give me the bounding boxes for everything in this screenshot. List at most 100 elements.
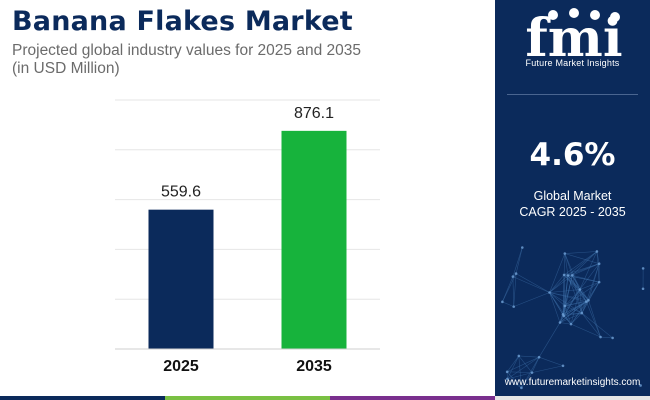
network-node — [521, 246, 524, 249]
category-label-2035: 2035 — [296, 358, 332, 375]
network-link — [563, 274, 589, 301]
network-link — [564, 251, 597, 254]
network-node — [514, 272, 518, 275]
network-node — [599, 335, 602, 339]
network-link — [562, 305, 566, 315]
bottom-bar-segment — [330, 396, 495, 400]
network-link — [579, 251, 598, 290]
network-link — [588, 300, 601, 338]
network-link — [518, 355, 533, 373]
network-link — [564, 281, 600, 307]
network-link — [559, 300, 589, 323]
network-link — [564, 253, 600, 264]
network-node — [597, 280, 601, 284]
network-link — [581, 312, 613, 339]
network-link — [549, 289, 580, 293]
network-link — [507, 378, 522, 389]
network-link — [572, 251, 598, 276]
network-link — [515, 247, 523, 274]
network-link — [515, 273, 550, 293]
network-link — [521, 372, 533, 389]
logo-dot-2 — [569, 8, 579, 18]
website-link[interactable]: www.futuremarketinsights.com — [504, 377, 641, 388]
network-link — [502, 301, 514, 307]
bar-2025 — [148, 209, 214, 349]
network-link — [549, 292, 566, 307]
network-link — [564, 299, 589, 307]
network-node — [506, 377, 509, 381]
network-link — [521, 357, 540, 388]
network-link — [562, 312, 582, 315]
bottom-bar-segment — [0, 396, 165, 400]
network-node — [561, 313, 565, 316]
network-link — [538, 356, 564, 367]
bars — [148, 130, 347, 349]
network-link — [502, 273, 517, 302]
network-link — [518, 355, 540, 358]
sidebar-divider — [507, 94, 638, 95]
network-link — [564, 253, 569, 276]
network-link — [507, 356, 540, 380]
network-node — [505, 370, 509, 374]
network-node — [501, 300, 504, 304]
value-label-2025: 559.6 — [161, 184, 201, 201]
network-link — [588, 281, 600, 301]
network-link — [586, 301, 601, 338]
cagr-label-line-2: CAGR 2025 - 2035 — [519, 205, 626, 219]
bar-chart: 559.6 876.1 2025 2035 — [115, 99, 380, 375]
network-node — [597, 262, 601, 265]
network-node — [570, 273, 574, 277]
network-link — [564, 275, 569, 306]
network-link — [564, 289, 581, 307]
network-link — [563, 253, 566, 275]
fmi-logo: fmi — [525, 8, 623, 69]
network-link — [564, 253, 581, 290]
chart-title: Banana Flakes Market — [12, 6, 353, 37]
network-link — [579, 263, 600, 290]
network-node — [639, 384, 642, 387]
network-link — [567, 251, 598, 276]
sidebar-panel: fmi Future Market Insights 4.6% Global M… — [495, 0, 650, 400]
cagr-label: Global Market CAGR 2025 - 2035 — [495, 188, 650, 220]
brand-name: Future Market Insights — [525, 58, 620, 68]
network-node — [558, 321, 562, 324]
bottom-bar-segment — [495, 396, 650, 400]
network-link — [559, 312, 582, 323]
network-node — [641, 287, 645, 291]
network-node — [563, 252, 567, 255]
network-node — [566, 274, 570, 277]
bottom-bar-segment — [165, 396, 330, 400]
network-node — [520, 386, 523, 390]
network-link — [506, 355, 520, 373]
network-node — [562, 273, 566, 277]
bar-2035 — [281, 130, 347, 349]
network-node — [578, 288, 582, 291]
value-labels: 559.6 876.1 — [161, 105, 334, 201]
network-link — [570, 312, 583, 325]
network-link — [562, 299, 589, 315]
logo-letters: fmi — [525, 8, 622, 69]
network-node — [517, 354, 521, 358]
network-link — [549, 292, 564, 315]
value-label-2035: 876.1 — [294, 105, 334, 122]
network-node — [511, 275, 515, 278]
network-link — [563, 263, 600, 276]
network-link — [549, 274, 565, 293]
network-link — [600, 336, 613, 339]
network-link — [507, 356, 540, 373]
network-link — [567, 275, 600, 283]
network-link — [549, 275, 569, 293]
network-link — [549, 253, 566, 293]
network-link — [562, 289, 581, 315]
network-link — [570, 323, 601, 338]
network-node — [641, 267, 645, 270]
category-labels: 2025 2035 — [163, 358, 332, 375]
network-node — [580, 311, 584, 315]
logo-dot-4 — [610, 12, 620, 22]
network-link — [507, 372, 533, 380]
network-link — [512, 247, 523, 277]
network-link — [513, 292, 550, 307]
network-link — [549, 292, 589, 301]
logo-dot-3 — [590, 10, 600, 20]
network-link — [579, 281, 600, 290]
